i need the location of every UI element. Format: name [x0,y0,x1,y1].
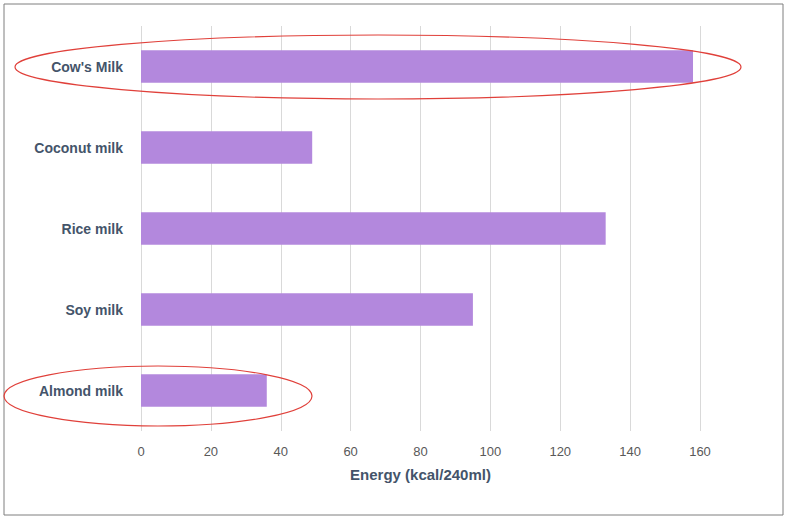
svg-text:Rice milk: Rice milk [62,221,124,237]
svg-text:60: 60 [343,444,357,459]
svg-text:Almond milk: Almond milk [39,383,123,399]
svg-text:100: 100 [480,444,502,459]
svg-text:120: 120 [549,444,571,459]
svg-text:0: 0 [137,444,144,459]
svg-text:160: 160 [689,444,711,459]
svg-text:20: 20 [204,444,218,459]
svg-text:Soy milk: Soy milk [65,302,123,318]
svg-text:140: 140 [619,444,641,459]
svg-text:80: 80 [413,444,427,459]
svg-text:40: 40 [274,444,288,459]
svg-text:Energy (kcal/240ml): Energy (kcal/240ml) [350,466,491,483]
svg-text:Coconut milk: Coconut milk [34,140,123,156]
svg-text:Cow's Milk: Cow's Milk [51,59,123,75]
